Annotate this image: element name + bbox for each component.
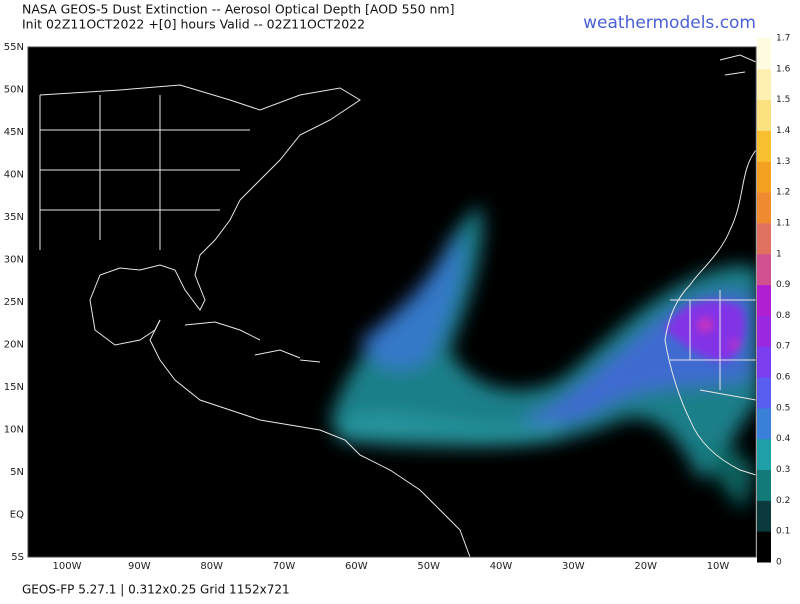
lat-label: 30N [4, 255, 24, 266]
colorbar-segment [757, 377, 771, 409]
colorbar-segment [757, 315, 771, 347]
colorbar-label: 1.5 [776, 95, 790, 105]
lat-label: 20N [4, 340, 24, 351]
colorbar-segment [757, 130, 771, 162]
lat-label: 15N [4, 382, 24, 393]
colorbar-segment [757, 222, 771, 255]
lon-label: 70W [273, 561, 296, 572]
colorbar-label: 0.7 [776, 342, 790, 352]
colorbar-label: 0.1 [776, 527, 790, 537]
lat-label: 55N [4, 42, 24, 53]
colorbar-label: 0.4 [776, 434, 791, 444]
lon-label: 80W [200, 561, 223, 572]
footer: GEOS-FP 5.27.1 | 0.312x0.25 Grid 1152x72… [22, 583, 290, 597]
colorbar-segment [757, 68, 771, 101]
lon-label: 100W [53, 561, 82, 572]
lon-label: 40W [490, 561, 513, 572]
colorbar-label: 1.2 [776, 188, 790, 198]
colorbar-label: 0.5 [776, 403, 790, 413]
lat-label: 35N [4, 212, 24, 223]
dust-core [665, 300, 746, 361]
lat-label: 10N [4, 425, 24, 436]
colorbar-segment [757, 38, 771, 70]
lon-label: 30W [562, 561, 585, 572]
lon-label: 20W [634, 561, 657, 572]
colorbar-segment [757, 192, 771, 224]
map [28, 47, 756, 557]
map-background [28, 47, 756, 557]
colorbar-label: 0.6 [776, 373, 791, 383]
colorbar-segment [757, 500, 771, 532]
coastlines [39, 54, 756, 557]
colorbar-segment [757, 346, 771, 378]
colorbar-segment [757, 161, 771, 193]
lon-label: 50W [417, 561, 440, 572]
lat-label: 40N [4, 170, 24, 181]
colorbar-label: 1.6 [776, 64, 791, 74]
colorbar-label: 1.4 [776, 126, 791, 136]
colorbar-label: 0 [776, 558, 782, 568]
colorbar-segment [757, 253, 771, 286]
colorbar-label: 0.8 [776, 311, 791, 321]
axis-labels: 55N 50N 45N 40N 35N 30N 25N 20N 15N 10N 5N EQ 5S 100W… [4, 42, 730, 572]
title: NASA GEOS-5 Dust Extinction -- Aerosol O… [22, 2, 454, 17]
colorbar-label: 1.3 [776, 157, 790, 167]
lat-label: 45N [4, 127, 24, 138]
colorbar-label: 0.3 [776, 465, 790, 475]
colorbar-segment [757, 284, 771, 316]
colorbar-label: 0.9 [776, 280, 791, 290]
colorbar-label: 1.1 [776, 218, 790, 228]
colorbar-segment [757, 469, 771, 501]
colorbar-segment [757, 438, 771, 471]
colorbar-label: 0.2 [776, 496, 790, 506]
colorbar-segment [757, 407, 771, 440]
brand: weathermodels.com [583, 13, 756, 33]
dust-plume [330, 205, 756, 510]
colorbar-label: 1 [776, 249, 782, 259]
lat-label: 5S [11, 552, 24, 563]
subtitle: Init 02Z11OCT2022 +[0] hours Valid -- 02… [22, 17, 365, 32]
lon-label: 60W [345, 561, 368, 572]
colorbar-segment [757, 531, 771, 563]
lat-label: 5N [10, 467, 24, 478]
lat-label: 50N [4, 85, 24, 96]
lon-label: 90W [128, 561, 151, 572]
lat-label: 25N [4, 297, 24, 308]
lon-label: 10W [707, 561, 730, 572]
colorbar: 0 0.1 0.2 0.3 0.4 0.5 0.6 0.7 0.8 0.9 1 1.1 1.2 1.3 1.… [757, 34, 791, 568]
map-frame [27, 46, 757, 558]
colorbar-label: 1.7 [776, 34, 790, 44]
lat-label: EQ [10, 510, 24, 521]
colorbar-segment [757, 99, 771, 131]
